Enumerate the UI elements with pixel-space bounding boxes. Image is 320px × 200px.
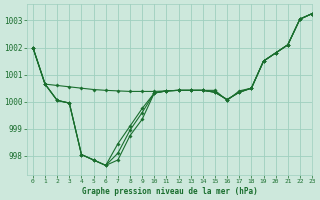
- X-axis label: Graphe pression niveau de la mer (hPa): Graphe pression niveau de la mer (hPa): [82, 187, 257, 196]
